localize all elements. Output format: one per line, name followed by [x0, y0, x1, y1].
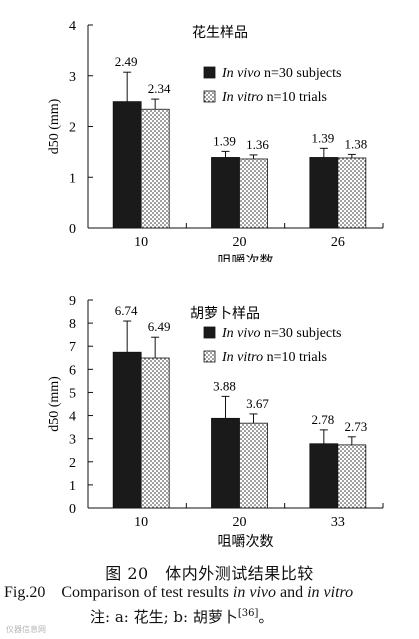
bar-in-vitro: [140, 357, 170, 509]
data-label: 3.88: [213, 378, 236, 393]
bar-in-vivo: [211, 417, 240, 509]
x-tick-label: 20: [233, 515, 247, 530]
y-tick-label: 2: [69, 456, 76, 471]
legend-swatch: [203, 326, 216, 339]
legend-label-rest: n=10 trials: [263, 90, 327, 105]
y-tick-label: 5: [69, 386, 76, 401]
bar-in-vivo: [112, 351, 142, 509]
y-tick-label: 8: [69, 317, 76, 332]
y-tick-label: 3: [69, 433, 76, 448]
data-label: 6.49: [148, 319, 171, 334]
x-tick-label: 10: [134, 235, 148, 250]
legend-swatch: [203, 66, 216, 79]
watermark: 仪器信息网: [6, 625, 46, 634]
caption-text-1: Comparison of test results: [61, 584, 233, 601]
chart-title: 胡萝卜样品: [190, 306, 260, 322]
carrot-chart: 0 1 2 3 4 5 6 7 8 9 d50 (mm) 10 6.74 6.49 20 3.88 3.67 33…: [47, 294, 384, 550]
note-reference: [36]: [237, 608, 259, 619]
x-axis-label: 咀嚼次数: [218, 534, 274, 550]
legend-label-italic: In vivo: [221, 326, 260, 341]
data-label: 2.73: [344, 419, 367, 434]
bar-in-vitro: [239, 158, 268, 229]
legend-label-rest: n=10 trials: [263, 350, 327, 365]
legend-label: In vivo n=30 subjects: [221, 66, 341, 81]
legend-label-rest: n=30 subjects: [260, 326, 341, 341]
data-label: 6.74: [115, 303, 138, 318]
data-label: 1.39: [213, 133, 236, 148]
caption-italic-2: in vitro: [307, 584, 354, 601]
y-tick-label: 3: [69, 70, 76, 85]
peanut-chart: 0 1 2 3 4 d50 (mm) 10 2.49 2.34 20 1.39 1.36 26 1.39 1…: [47, 19, 384, 262]
caption-note: 注: a: 花生; b: 胡萝卜[36]。: [90, 606, 410, 627]
bar-in-vivo: [112, 101, 142, 229]
figure-caption-english: Fig.20 Comparison of test results in viv…: [4, 584, 419, 602]
bar-in-vivo: [309, 443, 339, 509]
data-label: 2.34: [148, 81, 171, 96]
y-tick-label: 1: [69, 171, 76, 186]
legend-label-italic: In vitro: [221, 90, 263, 105]
x-tick-label: 10: [134, 515, 148, 530]
legend-label-italic: In vitro: [221, 350, 263, 365]
y-tick-label: 2: [69, 121, 76, 136]
y-tick-label: 6: [69, 363, 76, 378]
bar-in-vitro: [337, 444, 367, 509]
y-tick-label: 1: [69, 479, 76, 494]
y-tick-label: 0: [69, 222, 76, 237]
chart-title: 花生样品: [192, 25, 248, 41]
y-tick-label: 4: [69, 410, 76, 425]
legend-label-rest: n=30 subjects: [260, 66, 341, 81]
figure-number: Fig.20: [4, 584, 46, 601]
x-axis-label: 咀嚼次数: [218, 254, 274, 262]
legend-label-italic: In vivo: [221, 66, 260, 81]
legend-swatch: [203, 90, 216, 103]
y-axis-label: d50 (mm): [47, 98, 62, 154]
bar-in-vivo: [309, 157, 339, 229]
y-tick-label: 7: [69, 340, 76, 355]
bar-in-vitro: [337, 157, 367, 229]
data-label: 2.78: [311, 412, 334, 427]
caption-text-2: and: [275, 584, 308, 601]
y-tick-label: 9: [69, 294, 76, 309]
x-tick-label: 26: [331, 235, 345, 250]
legend-swatch: [203, 350, 216, 363]
legend-label: In vivo n=30 subjects: [221, 326, 341, 341]
data-label: 1.36: [246, 137, 269, 152]
x-tick-label: 33: [331, 515, 345, 530]
caption-italic-1: in vivo: [232, 584, 276, 601]
data-label: 1.38: [344, 136, 367, 151]
figure-caption-chinese: 图 20 体内外测试结果比较: [105, 564, 314, 583]
data-label: 2.49: [115, 54, 138, 69]
note-end: 。: [258, 608, 274, 626]
bar-in-vitro: [239, 422, 268, 509]
data-label: 3.67: [246, 396, 269, 411]
y-axis-label: d50 (mm): [47, 376, 62, 432]
legend-label: In vitro n=10 trials: [221, 350, 327, 365]
x-tick-label: 20: [233, 235, 247, 250]
y-tick-label: 0: [69, 502, 76, 517]
bar-in-vivo: [211, 157, 240, 229]
note-text: 注: a: 花生; b: 胡萝卜: [90, 608, 238, 626]
y-tick-label: 4: [69, 19, 76, 34]
data-label: 1.39: [311, 130, 334, 145]
bar-in-vitro: [140, 108, 170, 229]
legend-label: In vitro n=10 trials: [221, 90, 327, 105]
